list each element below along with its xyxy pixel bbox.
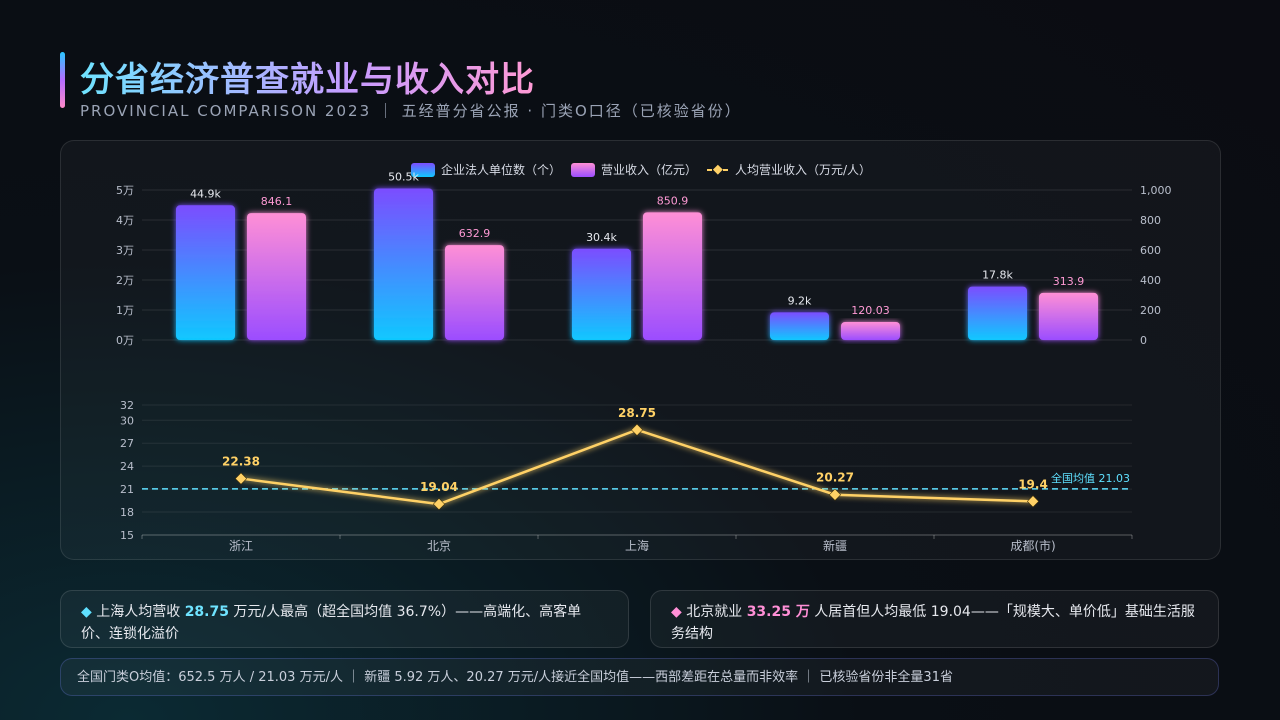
insight-text-post: 万元/人最高（超全国均值 36.7%）——高端化、高客单价、连锁化溢价 (81, 604, 582, 642)
line-axis-tick: 27 (120, 437, 134, 450)
left-axis-tick: 2万 (116, 274, 134, 287)
line-axis-tick: 30 (120, 414, 134, 427)
units-bar (770, 312, 829, 340)
bar-data-label: 850.9 (657, 194, 689, 207)
bar-data-label: 846.1 (261, 195, 293, 208)
bar-data-label: 30.4k (586, 231, 617, 244)
x-axis-label: 新疆 (823, 538, 847, 553)
insight-text-post: 人居首但人均最低 19.04——「规模大、单价低」基础生活服务结构 (671, 604, 1195, 642)
summary-footnote: 全国门类O均值：652.5 万人 / 21.03 万元/人 ｜ 新疆 5.92 … (60, 658, 1219, 696)
units-bar (572, 248, 631, 340)
line-point-marker (1026, 495, 1040, 508)
line-axis-tick: 21 (120, 483, 134, 496)
line-axis-tick: 32 (120, 399, 134, 412)
units-bar (176, 205, 235, 340)
insight-text-pre: 北京就业 (681, 604, 747, 620)
insight-card-beijing: ◆ 北京就业 33.25 万 人居首但人均最低 19.04——「规模大、单价低」… (650, 590, 1219, 648)
bar-data-label: 632.9 (459, 227, 491, 240)
line-axis-tick: 15 (120, 529, 134, 542)
line-point-marker (234, 472, 248, 485)
insight-text-pre: 上海人均营收 (91, 604, 185, 620)
insight-card-shanghai: ◆ 上海人均营收 28.75 万元/人最高（超全国均值 36.7%）——高端化、… (60, 590, 629, 648)
title-accent-bar (60, 52, 65, 108)
line-point-marker (432, 498, 446, 511)
right-axis-tick: 200 (1140, 304, 1161, 317)
bar-data-label: 17.8k (982, 269, 1013, 282)
right-axis-tick: 1,000 (1140, 184, 1172, 197)
diamond-icon: ◆ (81, 604, 92, 620)
line-data-label: 22.38 (222, 455, 260, 469)
bar-data-label: 120.03 (851, 304, 890, 317)
line-axis-tick: 18 (120, 506, 134, 519)
legend-label: 企业法人单位数（个） (441, 162, 561, 177)
x-axis-label: 浙江 (229, 539, 253, 553)
chart-svg: 企业法人单位数（个） 营业收入（亿元） 人均营业收入（万元/人） 0万 1万 2万 3万 4万… (116, 162, 1172, 553)
left-axis-tick: 5万 (116, 184, 134, 197)
bar-data-label: 313.9 (1053, 275, 1085, 288)
left-axis-tick: 3万 (116, 244, 134, 257)
national-average-label: 全国均值 21.03 (1051, 471, 1130, 485)
bar-data-label: 9.2k (788, 294, 812, 307)
insight-value: 33.25 万 (746, 604, 810, 620)
insight-value: 28.75 (184, 604, 229, 620)
bar-data-label: 44.9k (190, 187, 221, 200)
bar-data-label: 50.5k (388, 171, 419, 184)
page-subtitle: PROVINCIAL COMPARISON 2023 ｜ 五经普分省公报 · 门… (80, 102, 742, 120)
line-point-marker (828, 488, 842, 501)
line-data-label: 19.4 (1018, 477, 1048, 491)
x-axis-label: 成都(市) (1010, 538, 1055, 553)
revenue-bar (1039, 292, 1098, 340)
revenue-bar (445, 245, 504, 340)
units-bar (374, 188, 433, 340)
right-axis-tick: 0 (1140, 334, 1147, 347)
revenue-bar (643, 212, 702, 340)
line-point-marker (630, 423, 644, 436)
legend-marker (712, 164, 723, 175)
line-data-label: 19.04 (420, 480, 458, 494)
revenue-bar (841, 321, 900, 340)
right-axis-tick: 800 (1140, 214, 1161, 227)
right-axis-tick: 400 (1140, 274, 1161, 287)
revenue-bar (247, 213, 306, 340)
line-data-label: 28.75 (618, 406, 656, 420)
legend-label: 营业收入（亿元） (601, 162, 697, 177)
line-data-label: 20.27 (816, 471, 854, 485)
chart-panel: 企业法人单位数（个） 营业收入（亿元） 人均营业收入（万元/人） 0万 1万 2万 3万 4万… (60, 140, 1221, 560)
x-axis-label: 上海 (625, 538, 649, 553)
right-axis-tick: 600 (1140, 244, 1161, 257)
left-axis-tick: 1万 (116, 304, 134, 317)
line-axis-tick: 24 (120, 460, 134, 473)
per-capita-revenue-line (240, 428, 1034, 506)
legend-label: 人均营业收入（万元/人） (735, 163, 871, 177)
legend-swatch (411, 163, 435, 177)
left-axis-tick: 4万 (116, 214, 134, 227)
page-title: 分省经济普查就业与收入对比 (80, 52, 535, 101)
x-axis-label: 北京 (427, 539, 451, 553)
units-bar (968, 286, 1027, 340)
legend-swatch (571, 163, 595, 177)
diamond-icon: ◆ (671, 604, 682, 620)
left-axis-tick: 0万 (116, 334, 134, 347)
